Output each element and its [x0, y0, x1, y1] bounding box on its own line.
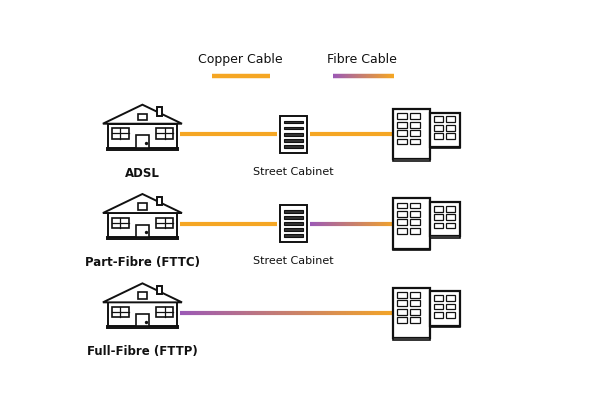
Bar — [446, 295, 455, 301]
Bar — [284, 228, 304, 231]
Bar — [112, 218, 128, 228]
Bar — [392, 288, 430, 338]
Bar — [392, 109, 430, 160]
Bar — [157, 286, 163, 294]
Bar — [434, 125, 443, 131]
Bar — [434, 116, 443, 122]
Bar — [392, 249, 430, 250]
Bar — [410, 113, 420, 119]
Bar — [430, 326, 460, 327]
Bar — [397, 211, 407, 217]
Bar — [108, 124, 176, 148]
Bar — [107, 326, 178, 328]
Bar — [397, 130, 407, 136]
Bar — [410, 203, 420, 208]
Bar — [157, 307, 173, 317]
Text: Part-Fibre (FTTC): Part-Fibre (FTTC) — [85, 256, 200, 269]
Bar — [397, 300, 407, 306]
Polygon shape — [103, 105, 182, 124]
Bar — [446, 133, 455, 139]
Bar — [157, 197, 163, 205]
Bar — [136, 136, 149, 148]
Bar — [446, 222, 455, 228]
Bar — [410, 309, 420, 314]
Text: Copper Cable: Copper Cable — [198, 53, 283, 66]
Bar — [446, 125, 455, 131]
Bar — [112, 307, 128, 317]
Bar — [136, 314, 149, 326]
Bar — [430, 236, 460, 238]
Bar — [284, 133, 304, 136]
Bar — [397, 203, 407, 208]
Bar — [284, 234, 304, 237]
Bar — [397, 292, 407, 298]
Bar — [410, 300, 420, 306]
Text: Full-Fibre (FTTP): Full-Fibre (FTTP) — [87, 345, 198, 358]
Bar — [434, 312, 443, 318]
Bar — [430, 202, 460, 236]
Bar — [410, 317, 420, 323]
Bar — [280, 116, 307, 152]
Bar — [392, 338, 430, 340]
Bar — [284, 210, 304, 213]
Bar — [410, 228, 420, 234]
Bar — [430, 147, 460, 148]
Bar — [137, 114, 147, 120]
Bar — [434, 222, 443, 228]
Bar — [410, 292, 420, 298]
Bar — [410, 138, 420, 144]
Bar — [284, 127, 304, 130]
Bar — [410, 130, 420, 136]
Bar — [434, 133, 443, 139]
Bar — [280, 205, 307, 242]
Bar — [446, 214, 455, 220]
Bar — [430, 292, 460, 326]
Bar — [446, 116, 455, 122]
Bar — [397, 309, 407, 314]
Bar — [397, 317, 407, 323]
Bar — [137, 292, 147, 299]
Bar — [136, 225, 149, 237]
Bar — [157, 128, 173, 138]
Bar — [112, 128, 128, 138]
Bar — [446, 312, 455, 318]
Bar — [157, 218, 173, 228]
Bar — [430, 113, 460, 147]
Bar — [137, 203, 147, 210]
Bar — [397, 138, 407, 144]
Bar — [157, 107, 163, 116]
Bar — [446, 206, 455, 212]
Bar — [410, 211, 420, 217]
Bar — [434, 304, 443, 309]
Text: Street Cabinet: Street Cabinet — [253, 166, 334, 176]
Text: Street Cabinet: Street Cabinet — [253, 256, 334, 266]
Bar — [397, 122, 407, 128]
Bar — [284, 145, 304, 148]
Bar — [107, 237, 178, 239]
Bar — [434, 206, 443, 212]
Bar — [434, 214, 443, 220]
Text: Fibre Cable: Fibre Cable — [328, 53, 397, 66]
Bar — [434, 295, 443, 301]
Bar — [397, 220, 407, 225]
Polygon shape — [103, 194, 182, 213]
Text: ADSL: ADSL — [125, 166, 160, 180]
Polygon shape — [103, 283, 182, 302]
Bar — [108, 213, 176, 237]
Bar — [392, 160, 430, 161]
Bar — [284, 216, 304, 219]
Bar — [284, 121, 304, 123]
Bar — [397, 228, 407, 234]
Bar — [284, 139, 304, 142]
Bar — [410, 122, 420, 128]
Bar — [108, 302, 176, 326]
Bar — [284, 222, 304, 225]
Bar — [392, 198, 430, 249]
Bar — [410, 220, 420, 225]
Bar — [446, 304, 455, 309]
Bar — [107, 148, 178, 150]
Bar — [397, 113, 407, 119]
